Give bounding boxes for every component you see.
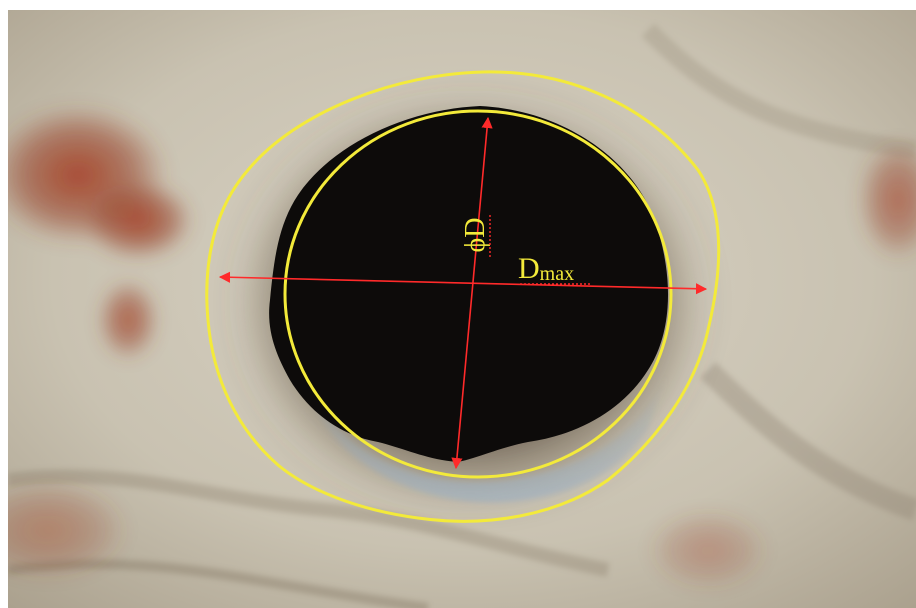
max-diameter-arrow xyxy=(218,271,708,295)
max-diameter-subscript: max xyxy=(540,263,574,285)
outer-outline xyxy=(205,70,721,523)
frayed-edge xyxy=(308,370,668,503)
hole-photograph: ϕD Dmax xyxy=(8,10,916,608)
diameter-label: ϕD xyxy=(460,218,491,253)
max-diameter-label-group: Dmax xyxy=(518,252,590,285)
diameter-label-group: ϕD xyxy=(460,213,491,257)
rust-stains xyxy=(8,105,916,590)
svg-text:Dmax: Dmax xyxy=(518,252,574,285)
max-diameter-label: D xyxy=(518,252,540,285)
photo-frame: ϕD Dmax xyxy=(8,10,916,608)
